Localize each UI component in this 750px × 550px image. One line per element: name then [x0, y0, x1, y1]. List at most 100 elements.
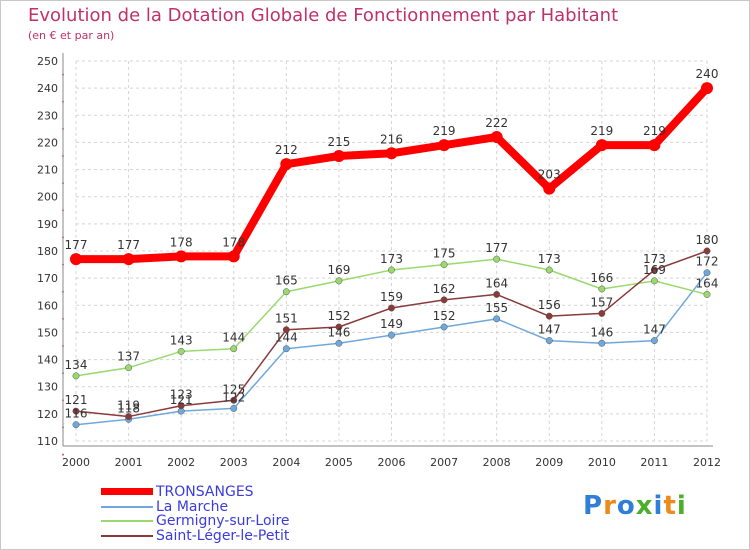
y-tick-label: 180 — [37, 245, 58, 258]
data-label: 165 — [275, 274, 298, 288]
data-label: 177 — [117, 238, 140, 252]
legend-label: La Marche — [156, 498, 229, 515]
data-label: 203 — [538, 168, 561, 182]
data-point — [282, 326, 290, 334]
legend-label: Saint-Léger-le-Petit — [156, 527, 290, 544]
plot-area — [63, 57, 745, 445]
legend-swatch — [101, 520, 153, 522]
x-tick-label: 2009 — [535, 456, 563, 469]
legend-label: Germigny-sur-Loire — [156, 513, 290, 529]
data-point — [230, 396, 238, 404]
data-label: 178 — [170, 235, 193, 249]
data-label: 175 — [433, 247, 456, 261]
data-label: 156 — [538, 298, 561, 312]
data-label: 219 — [433, 124, 456, 138]
data-label: 143 — [170, 333, 193, 347]
data-point — [545, 312, 553, 320]
data-label: 152 — [327, 309, 350, 323]
data-point — [648, 139, 661, 152]
data-point — [440, 296, 448, 304]
chart-title: Evolution de la Dotation Globale de Fonc… — [28, 5, 619, 26]
data-label: 177 — [485, 241, 508, 255]
data-label: 222 — [485, 116, 508, 130]
data-point — [230, 404, 238, 412]
data-label: 137 — [117, 350, 140, 364]
data-point — [177, 402, 185, 410]
data-point — [598, 339, 606, 347]
data-point — [493, 255, 501, 263]
data-label: 116 — [65, 407, 88, 421]
data-point — [493, 315, 501, 323]
data-point — [125, 364, 133, 372]
data-label: 118 — [117, 401, 140, 415]
data-point — [545, 337, 553, 345]
chart-subtitle: (en € et par an) — [28, 29, 115, 42]
data-point — [125, 413, 133, 421]
x-tick-label: 2002 — [167, 456, 195, 469]
data-label: 159 — [380, 290, 403, 304]
y-tick-label: 160 — [37, 299, 58, 312]
data-point — [335, 339, 343, 347]
data-point — [440, 323, 448, 331]
proxiti-logo: Proxiti — [583, 491, 687, 521]
data-point — [701, 82, 713, 95]
legend-label: TRONSANGES — [156, 484, 254, 500]
data-point — [230, 345, 238, 353]
x-tick-label: 2005 — [325, 456, 353, 469]
data-point — [388, 331, 395, 339]
data-label: 152 — [433, 309, 456, 323]
legend-swatch — [101, 534, 153, 537]
data-point — [543, 182, 556, 195]
data-point — [545, 266, 553, 274]
data-label: 149 — [380, 317, 403, 331]
data-point — [335, 277, 343, 285]
data-point — [282, 288, 290, 296]
data-label: 169 — [327, 263, 350, 277]
data-point — [388, 304, 395, 312]
data-point — [440, 261, 448, 269]
data-point — [703, 247, 711, 255]
y-tick-label: 120 — [37, 408, 58, 421]
x-tick-label: 2000 — [62, 456, 90, 469]
data-label: 173 — [538, 252, 561, 266]
data-label: 121 — [65, 393, 88, 407]
y-tick-label: 130 — [37, 381, 58, 394]
y-tick-label: 190 — [37, 218, 58, 231]
data-point — [122, 253, 135, 266]
data-point — [598, 309, 606, 317]
logo-letter: t — [663, 491, 677, 521]
data-label: 147 — [643, 323, 666, 337]
data-point — [385, 147, 398, 160]
data-point — [280, 158, 293, 171]
data-point — [332, 150, 345, 162]
y-tick-label: 110 — [37, 435, 58, 448]
data-label: 215 — [327, 135, 350, 149]
data-point — [598, 285, 606, 293]
x-tick-label: 2011 — [640, 456, 668, 469]
logo-letter: o — [616, 491, 636, 521]
data-label: 162 — [433, 282, 456, 296]
y-tick-label: 220 — [37, 136, 58, 149]
data-label: 146 — [590, 325, 613, 339]
x-tick-label: 2003 — [220, 456, 248, 469]
data-point — [175, 250, 188, 263]
data-point — [703, 290, 711, 298]
data-label: 169 — [643, 263, 666, 277]
data-label: 180 — [696, 233, 719, 247]
data-label: 134 — [65, 358, 88, 372]
data-label: 219 — [590, 124, 613, 138]
x-tick-label: 2007 — [430, 456, 458, 469]
y-tick-label: 230 — [37, 109, 58, 122]
data-point — [650, 277, 658, 285]
data-label: 123 — [170, 388, 193, 402]
data-point — [388, 266, 395, 274]
x-tick-label: 2001 — [115, 456, 143, 469]
logo-letter: i — [676, 491, 687, 521]
data-label: 122 — [222, 390, 245, 404]
data-point — [177, 347, 185, 355]
data-label: 164 — [485, 276, 508, 290]
legend-swatch — [101, 505, 153, 508]
data-label: 219 — [643, 124, 666, 138]
data-label: 177 — [65, 238, 88, 252]
